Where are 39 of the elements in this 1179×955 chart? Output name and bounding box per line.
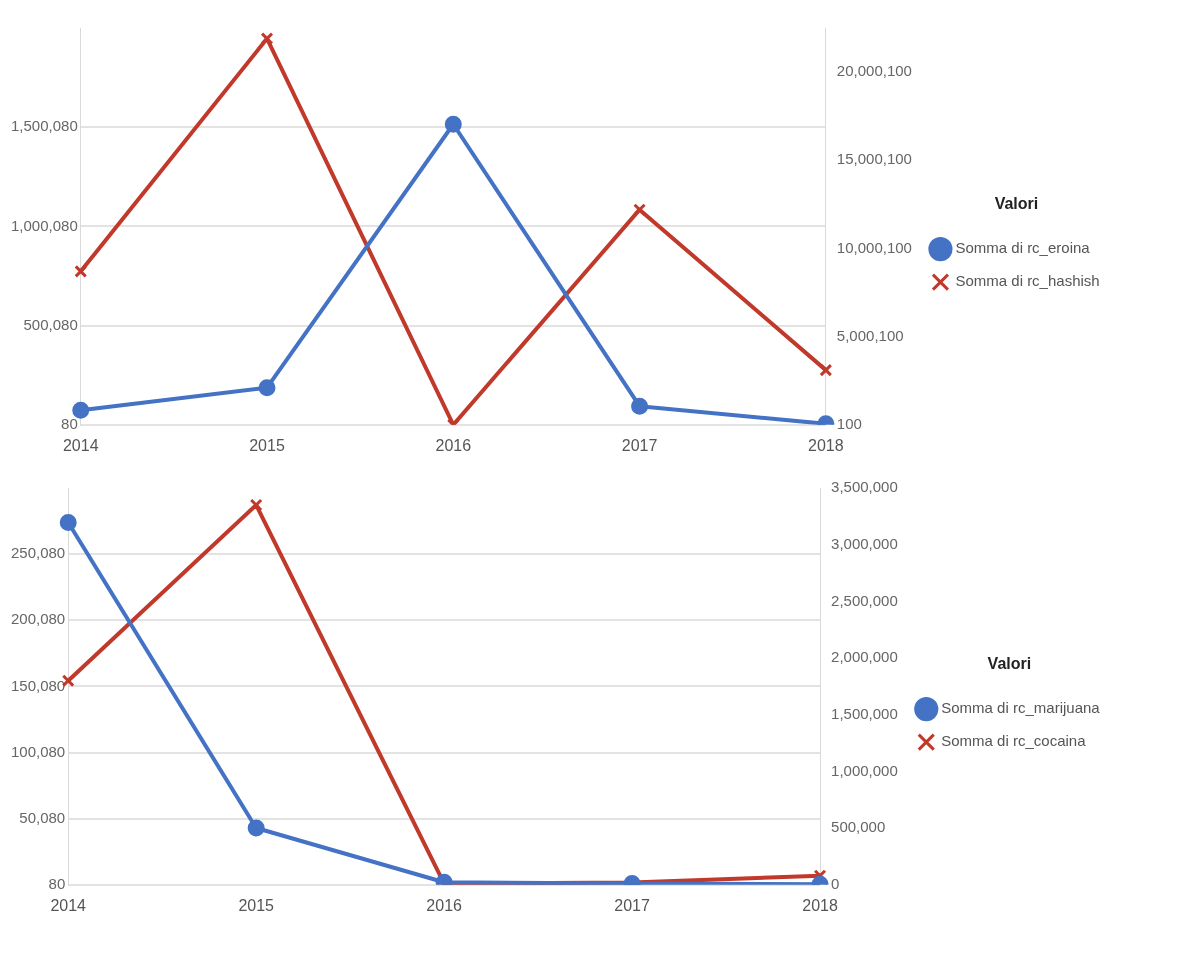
- x-tick-label: 2016: [435, 436, 472, 454]
- y-tick-label: 250,080: [10, 544, 66, 562]
- legend-label: Somma di rc_cocaina: [941, 732, 1094, 750]
- legend-title: Valori: [994, 194, 1039, 212]
- y-tick-label: 100,080: [10, 742, 66, 760]
- y-tick-label: 200,080: [10, 610, 66, 628]
- x-tick-label: 2015: [249, 436, 285, 454]
- y-tick-label: 80: [61, 414, 78, 432]
- legend-label: Somma di rc_hashish: [955, 272, 1109, 290]
- x-tick-label: 2018: [808, 436, 844, 454]
- y-tick-label: 150,080: [10, 676, 66, 694]
- y2-tick-label: 10,000,100: [836, 238, 912, 256]
- y2-tick-label: 100: [836, 414, 862, 432]
- y-tick-label: 50,080: [19, 808, 66, 826]
- y-tick-label: 1,000,080: [11, 216, 78, 234]
- y2-tick-label: 1,000,000: [831, 761, 898, 779]
- y2-tick-label: 20,000,100: [836, 62, 912, 80]
- y2-tick-label: 3,500,000: [831, 478, 898, 496]
- x-tick-label: 2018: [802, 896, 838, 914]
- y2-tick-label: 0: [831, 874, 840, 892]
- x-tick-label: 2017: [614, 896, 650, 914]
- y2-tick-label: 15,000,100: [836, 150, 912, 168]
- y2-tick-label: 500,000: [831, 818, 886, 836]
- legend-label: Somma di rc_marijuana: [941, 699, 1109, 717]
- x-tick-label: 2014: [62, 436, 99, 454]
- x-tick-label: 2014: [50, 896, 87, 914]
- y2-tick-label: 1,500,000: [831, 704, 898, 722]
- legend-label: Somma di rc_eroina: [955, 239, 1098, 257]
- x-tick-label: 2015: [238, 896, 275, 914]
- y-tick-label: 1,500,080: [11, 117, 78, 135]
- y2-tick-label: 2,000,000: [831, 648, 898, 666]
- x-tick-label: 2016: [426, 896, 463, 914]
- y-tick-label: 80: [48, 874, 66, 892]
- y-tick-label: 500,080: [23, 315, 78, 333]
- y2-tick-label: 3,000,000: [831, 534, 898, 552]
- legend-title: Valori: [987, 654, 1032, 672]
- y2-tick-label: 2,500,000: [831, 591, 898, 609]
- x-tick-label: 2017: [621, 436, 658, 454]
- y2-tick-label: 5,000,100: [836, 326, 904, 344]
